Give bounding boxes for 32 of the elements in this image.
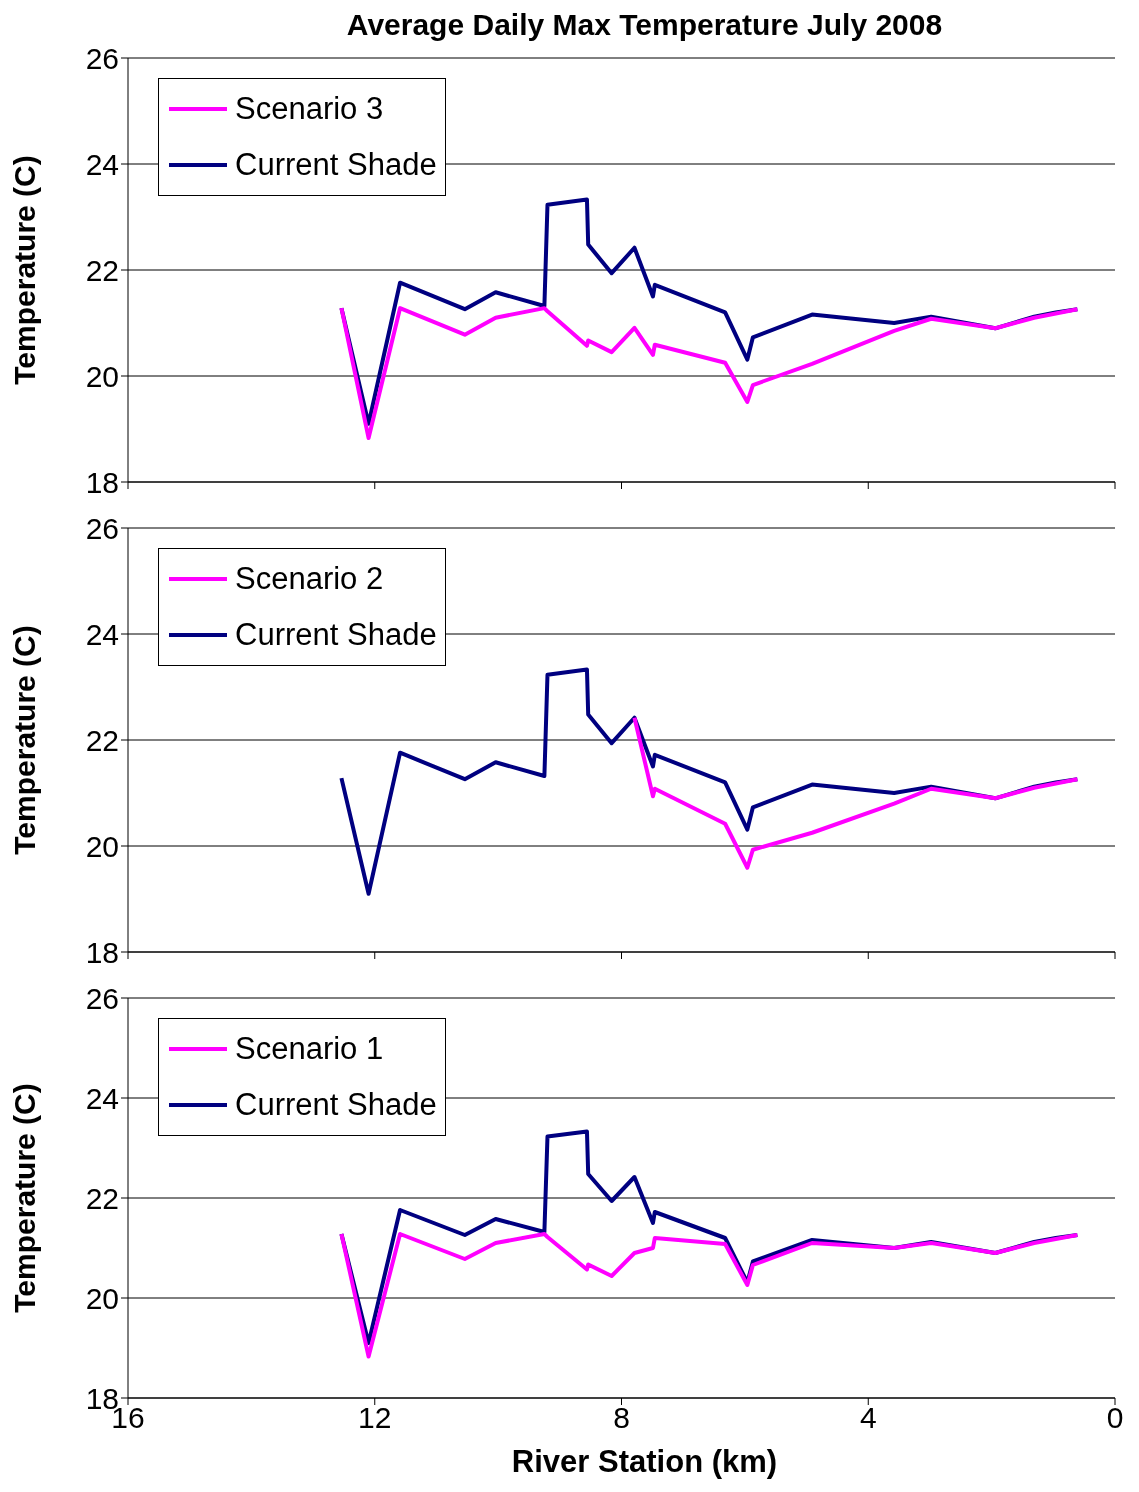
line-series	[632, 715, 1080, 870]
y-axis-title: Temperature (C)	[7, 155, 41, 385]
x-tick-label: 12	[358, 1401, 392, 1435]
y-tick-label: 26	[85, 511, 119, 545]
y-axis-title: Temperature (C)	[7, 625, 41, 855]
x-tick-label: 0	[1106, 1401, 1124, 1435]
y-tick-label: 20	[85, 359, 119, 393]
legend-label: Scenario 2	[235, 561, 384, 597]
chart-title: Average Daily Max Temperature July 2008	[345, 8, 944, 42]
y-tick-label: 22	[85, 1181, 119, 1215]
x-tick-label: 4	[859, 1401, 877, 1435]
line-series	[339, 306, 1080, 441]
y-tick-label: 20	[85, 829, 119, 863]
y-axis-title: Temperature (C)	[7, 1083, 41, 1313]
legend-label: Current Shade	[235, 617, 437, 653]
y-tick-label: 26	[85, 41, 119, 75]
line-series	[339, 1232, 1080, 1359]
y-tick-label: 18	[85, 935, 119, 969]
y-tick-label: 24	[85, 617, 119, 651]
legend-label: Scenario 3	[235, 91, 384, 127]
x-tick-label: 8	[613, 1401, 630, 1435]
y-tick-label: 24	[85, 1081, 119, 1115]
legend-label: Current Shade	[235, 147, 437, 183]
y-tick-label: 22	[85, 723, 119, 757]
legend-label: Current Shade	[235, 1087, 437, 1123]
y-tick-label: 20	[85, 1281, 119, 1315]
y-tick-label: 26	[85, 981, 119, 1015]
y-tick-label: 22	[85, 253, 119, 287]
legend-label: Scenario 1	[235, 1031, 384, 1067]
x-axis-title: River Station (km)	[510, 1444, 779, 1480]
y-tick-label: 24	[85, 147, 119, 181]
y-tick-label: 18	[85, 465, 119, 499]
